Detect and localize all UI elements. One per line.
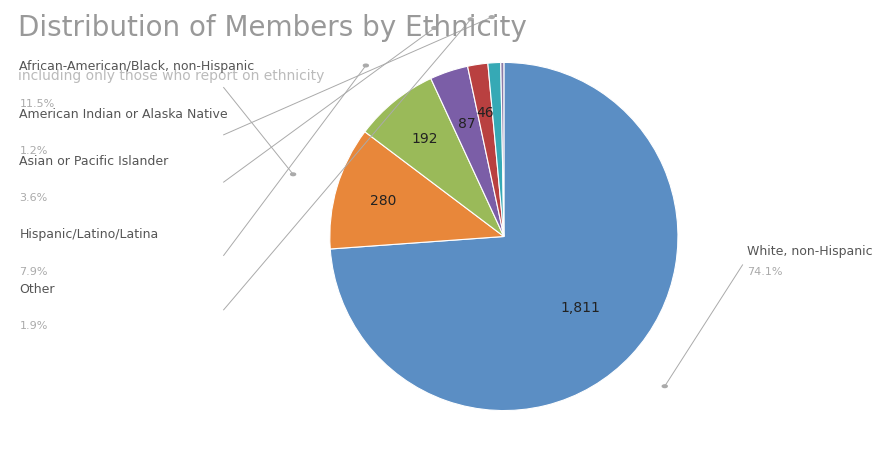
Text: including only those who report on ethnicity: including only those who report on ethni… <box>18 69 324 83</box>
Text: Distribution of Members by Ethnicity: Distribution of Members by Ethnicity <box>18 14 527 42</box>
Text: 7.9%: 7.9% <box>19 267 48 277</box>
Text: American Indian or Alaska Native: American Indian or Alaska Native <box>19 108 228 121</box>
Text: 87: 87 <box>458 117 476 131</box>
Text: 1.2%: 1.2% <box>19 146 48 156</box>
Wedge shape <box>488 62 504 236</box>
Text: 46: 46 <box>476 105 494 120</box>
Text: Asian or Pacific Islander: Asian or Pacific Islander <box>19 155 169 168</box>
Wedge shape <box>431 66 504 236</box>
Wedge shape <box>331 62 678 411</box>
Wedge shape <box>365 79 504 236</box>
Wedge shape <box>468 63 504 236</box>
Text: 192: 192 <box>412 132 438 146</box>
Text: Other: Other <box>19 283 55 296</box>
Text: 11.5%: 11.5% <box>19 99 55 109</box>
Text: 280: 280 <box>370 194 397 208</box>
Text: 1,811: 1,811 <box>560 301 600 315</box>
Text: 74.1%: 74.1% <box>747 267 782 277</box>
Text: White, non-Hispanic: White, non-Hispanic <box>747 245 873 258</box>
Text: 3.6%: 3.6% <box>19 193 48 203</box>
Text: Hispanic/Latino/Latina: Hispanic/Latino/Latina <box>19 228 159 241</box>
Text: African-American/Black, non-Hispanic: African-American/Black, non-Hispanic <box>19 61 255 73</box>
Wedge shape <box>500 62 504 236</box>
Wedge shape <box>330 132 504 249</box>
Text: 1.9%: 1.9% <box>19 321 48 331</box>
